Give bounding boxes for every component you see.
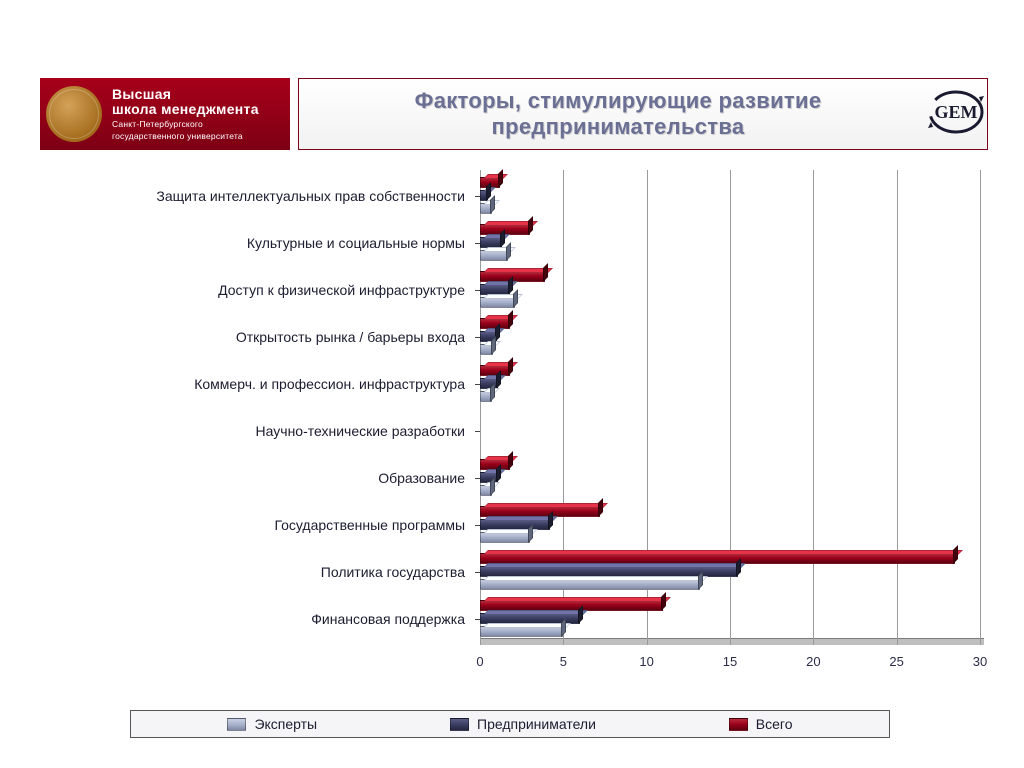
- category-label: Доступ к физической инфраструктуре: [45, 281, 465, 297]
- legend-item-experts: Эксперты: [227, 716, 317, 732]
- category-label: Коммерч. и профессион. инфраструктура: [45, 375, 465, 391]
- legend-label: Предприниматели: [477, 716, 596, 732]
- category-label: Научно-технические разработки: [45, 422, 465, 438]
- category-row: Политика государства: [480, 548, 980, 595]
- category-row: Культурные и социальные нормы: [480, 219, 980, 266]
- bar-experts: [480, 391, 492, 402]
- university-seal-icon: [46, 86, 102, 142]
- category-row: Научно-технические разработки: [480, 407, 980, 454]
- x-tick-label: 15: [723, 654, 737, 669]
- gem-label: GEM: [935, 102, 978, 122]
- bar-experts: [480, 532, 530, 543]
- gridline: [980, 170, 981, 645]
- x-tick-label: 0: [476, 654, 483, 669]
- title-bar: Факторы, стимулирующие развитие предприн…: [298, 78, 988, 150]
- university-logo-block: Высшая школа менеджмента Санкт-Петербург…: [40, 78, 290, 150]
- x-tick-label: 20: [806, 654, 820, 669]
- slide: Высшая школа менеджмента Санкт-Петербург…: [0, 0, 1024, 768]
- gem-logo-icon: GEM: [926, 88, 986, 136]
- x-tick-label: 25: [889, 654, 903, 669]
- legend: Эксперты Предприниматели Всего: [130, 710, 890, 738]
- chart-area: 0 5 10 15 20 25 30 Защита интеллектуальных прав…: [50, 170, 990, 690]
- x-tick-label: 10: [639, 654, 653, 669]
- category-row: Доступ к физической инфраструктуре: [480, 266, 980, 313]
- x-tick-label: 5: [560, 654, 567, 669]
- bar-experts: [480, 344, 493, 355]
- category-row: Коммерч. и профессион. инфраструктура: [480, 360, 980, 407]
- bar-experts: [480, 579, 700, 590]
- bar-experts: [480, 250, 508, 261]
- category-row: Финансовая поддержка: [480, 595, 980, 642]
- university-logo-text: Высшая школа менеджмента Санкт-Петербург…: [112, 87, 259, 140]
- legend-label: Всего: [756, 716, 793, 732]
- category-row: Государственные программы: [480, 501, 980, 548]
- category-label: Защита интеллектуальных прав собственнос…: [45, 187, 465, 203]
- logo-sub1: Санкт-Петербургского: [112, 120, 259, 129]
- logo-line2: школа менеджмента: [112, 102, 259, 117]
- legend-item-entrepreneurs: Предприниматели: [450, 716, 596, 732]
- category-row: Защита интеллектуальных прав собственнос…: [480, 172, 980, 219]
- category-label: Культурные и социальные нормы: [45, 234, 465, 250]
- legend-swatch: [450, 718, 469, 731]
- category-label: Политика государства: [45, 563, 465, 579]
- plot-area: 051015202530Защита интеллектуальных прав…: [480, 170, 980, 645]
- bar-experts: [480, 626, 563, 637]
- category-label: Открытость рынка / барьеры входа: [45, 328, 465, 344]
- bar-experts: [480, 297, 515, 308]
- y-tick: [475, 431, 480, 432]
- legend-swatch: [729, 718, 748, 731]
- logo-sub2: государственного университета: [112, 132, 259, 141]
- logo-line1: Высшая: [112, 87, 259, 102]
- category-label: Государственные программы: [45, 516, 465, 532]
- category-row: Образование: [480, 454, 980, 501]
- category-label: Финансовая поддержка: [45, 610, 465, 626]
- bar-experts: [480, 485, 492, 496]
- bar-experts: [480, 203, 492, 214]
- slide-title: Факторы, стимулирующие развитие предприн…: [299, 88, 987, 140]
- category-row: Открытость рынка / барьеры входа: [480, 313, 980, 360]
- x-tick-label: 30: [973, 654, 987, 669]
- legend-swatch: [227, 718, 246, 731]
- category-label: Образование: [45, 469, 465, 485]
- legend-item-total: Всего: [729, 716, 793, 732]
- legend-label: Эксперты: [254, 716, 317, 732]
